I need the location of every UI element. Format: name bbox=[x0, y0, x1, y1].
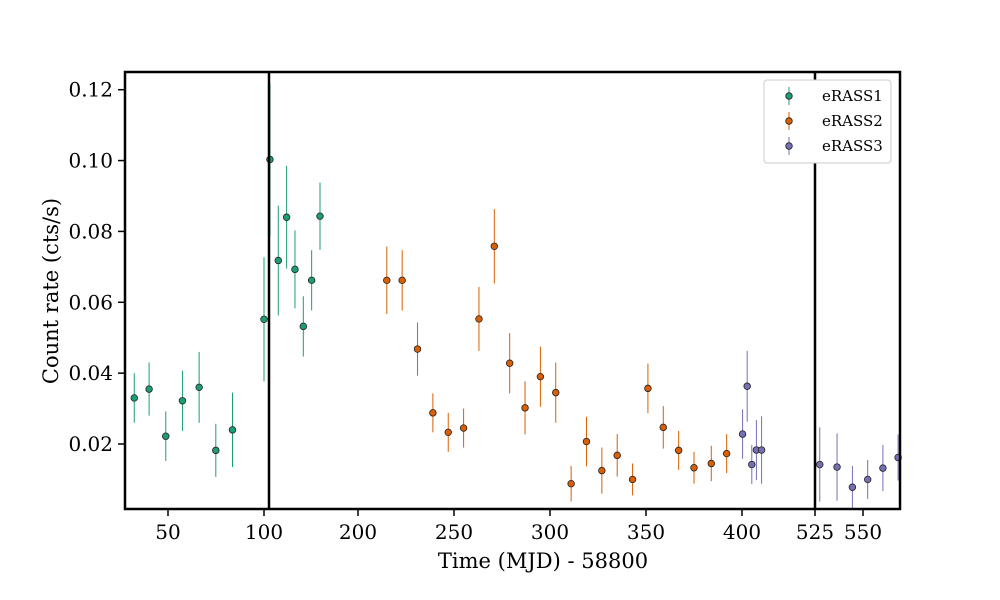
data-point-erass2 bbox=[444, 428, 452, 437]
data-point-erass1 bbox=[130, 394, 138, 402]
data-point-erass2 bbox=[722, 449, 731, 458]
data-point-erass2 bbox=[690, 464, 698, 472]
data-point-erass3 bbox=[816, 460, 824, 469]
y-tick-label: 0.08 bbox=[68, 219, 113, 243]
x-tick-label: 350 bbox=[627, 520, 665, 544]
data-point-erass3 bbox=[738, 430, 747, 438]
y-tick-label: 0.06 bbox=[68, 290, 113, 314]
y-axis-ticks: 0.02 0.04 0.06 0.08 0.10 0.12 bbox=[68, 78, 125, 456]
data-point-erass2 bbox=[613, 451, 621, 460]
x-tick-label: 525 bbox=[796, 520, 834, 544]
x-axis-ticks: 50 100 200 250 300 350 400 525 550 bbox=[155, 509, 882, 544]
data-point-erass1 bbox=[145, 385, 153, 393]
x-axis-label: Time (MJD) - 58800 bbox=[438, 549, 648, 573]
data-point-erass2 bbox=[536, 372, 545, 381]
data-point-erass3 bbox=[748, 460, 756, 469]
legend-marker bbox=[785, 92, 793, 100]
data-point-erass1 bbox=[282, 213, 291, 221]
x-tick-label: 50 bbox=[155, 520, 180, 544]
y-tick-label: 0.10 bbox=[68, 149, 113, 173]
data-point-erass3 bbox=[864, 475, 872, 484]
data-point-erass2 bbox=[459, 424, 468, 432]
data-point-erass1 bbox=[228, 426, 237, 434]
x-tick-label: 250 bbox=[435, 520, 473, 544]
data-point-erass2 bbox=[505, 359, 514, 367]
legend-marker bbox=[785, 117, 793, 125]
data-point-erass2 bbox=[552, 388, 560, 397]
data-point-erass2 bbox=[490, 242, 499, 251]
data-point-erass1 bbox=[212, 446, 220, 455]
data-point-erass2 bbox=[413, 345, 422, 353]
legend-marker bbox=[785, 142, 793, 150]
y-tick-label: 0.12 bbox=[68, 78, 113, 102]
data-points bbox=[130, 155, 902, 491]
data-point-erass1 bbox=[299, 322, 308, 331]
data-point-erass1 bbox=[307, 276, 316, 285]
legend-label: eRASS2 bbox=[822, 112, 883, 130]
data-point-erass2 bbox=[521, 404, 529, 412]
legend-label: eRASS1 bbox=[822, 87, 883, 105]
data-point-erass1 bbox=[195, 383, 203, 392]
data-point-erass2 bbox=[674, 446, 683, 455]
y-axis-label: Count rate (cts/s) bbox=[39, 198, 63, 384]
data-point-erass3 bbox=[879, 464, 887, 472]
x-tick-label: 300 bbox=[531, 520, 569, 544]
data-point-erass2 bbox=[659, 423, 667, 432]
data-point-erass2 bbox=[567, 479, 575, 488]
data-point-erass3 bbox=[743, 382, 751, 390]
legend-label: eRASS3 bbox=[822, 137, 883, 155]
data-point-erass3 bbox=[833, 463, 841, 471]
data-point-erass2 bbox=[628, 475, 637, 484]
data-point-erass1 bbox=[316, 212, 324, 220]
y-tick-label: 0.02 bbox=[68, 432, 113, 456]
x-tick-label: 400 bbox=[723, 520, 761, 544]
data-point-erass2 bbox=[644, 384, 652, 393]
data-point-erass2 bbox=[383, 276, 391, 285]
data-point-erass1 bbox=[178, 397, 187, 405]
legend-box bbox=[763, 79, 892, 164]
data-point-erass2 bbox=[429, 409, 437, 417]
x-tick-label: 550 bbox=[844, 520, 882, 544]
data-point-erass2 bbox=[475, 315, 483, 323]
plot-frame bbox=[123, 70, 902, 511]
data-point-erass2 bbox=[598, 466, 606, 475]
data-point-erass2 bbox=[582, 437, 591, 446]
data-point-erass1 bbox=[291, 265, 299, 274]
y-tick-label: 0.04 bbox=[68, 361, 113, 385]
legend: eRASS1 eRASS2 eRASS3 bbox=[763, 79, 892, 164]
data-point-erass1 bbox=[260, 315, 268, 323]
data-point-erass1 bbox=[274, 256, 282, 265]
data-point-erass1 bbox=[162, 432, 170, 440]
x-tick-label: 200 bbox=[339, 520, 377, 544]
data-point-erass3 bbox=[848, 483, 857, 491]
x-tick-label: 100 bbox=[245, 520, 283, 544]
axis-break-lines bbox=[267, 72, 817, 509]
data-point-erass3 bbox=[757, 446, 766, 454]
data-point-erass2 bbox=[707, 459, 715, 468]
data-point-erass2 bbox=[398, 276, 406, 285]
